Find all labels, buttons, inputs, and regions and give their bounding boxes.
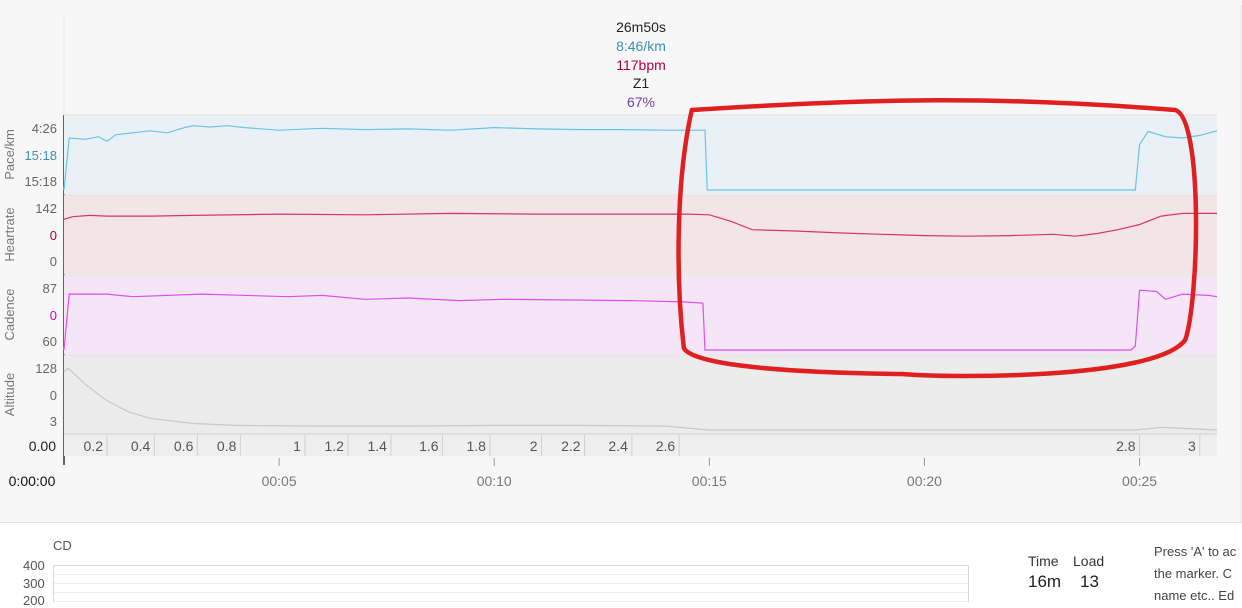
distance-tick-label: 2.2 [561,438,581,454]
heartrate-line [63,212,1217,237]
heartrate-axis-name: Heartrate [2,207,17,261]
hover-zone: Z1 [632,75,650,92]
pace-area [64,125,1217,194]
mini-tick-400: 400 [23,558,45,573]
annotation-ellipse [676,97,1199,379]
cadence-axis-name: Cadence [2,288,17,340]
altitude-tick-label: 128 [35,361,57,376]
pace-tick-label: 15:18 [24,148,57,163]
heartrate-area [64,213,1217,274]
time-tick-label: 00:05 [262,473,297,489]
mini-tick-200: 200 [23,593,45,608]
pace-axis-name: Pace/km [2,129,17,180]
ride-chart-panel: 4:26 15:18 15:18 Pace/km 142 0 0 Heartrate 87 0 60… [0,0,1242,523]
help-text: Press 'A' to ac the marker. C name etc..… [1154,541,1242,607]
cadence-tick-label: 0 [50,308,57,323]
altitude-band [64,355,1217,434]
help-line-1: Press 'A' to ac [1154,544,1237,559]
load-label: Load [1073,553,1105,569]
time-tick-label: 00:25 [1122,473,1157,489]
distance-start-label: 0.00 [29,438,56,454]
pace-line [63,125,1218,191]
altitude-tick-label: 3 [50,414,57,429]
altitude-line [63,367,1218,431]
cadence-tick-label: 60 [43,334,57,349]
load-value: 13 [1080,572,1099,591]
pace-tick-label: 15:18 [24,174,57,189]
heartrate-tick-label: 142 [35,201,57,216]
time-label: Time [1028,553,1059,569]
distance-tick-label: 3 [1188,438,1196,454]
help-line-2: the marker. C [1154,566,1233,581]
time-tick-label: 00:15 [692,473,727,489]
altitude-area [64,368,1217,434]
help-line-3: name etc.. Ed [1154,588,1235,603]
altitude-axis-name: Altitude [2,373,17,416]
distance-tick-label: 0.2 [84,438,104,454]
time-tick-label: 0:00:00 [9,473,56,489]
pace-tick-label: 4:26 [32,121,57,136]
distance-tick-label: 0.8 [217,438,237,454]
cadence-tick-label: 87 [43,281,57,296]
time-tick-label: 00:20 [907,473,942,489]
distance-tick-label: 2.8 [1116,438,1136,454]
cadence-line [63,289,1218,351]
ride-chart[interactable]: 4:26 15:18 15:18 Pace/km 142 0 0 Heartrate 87 0 60… [0,0,1242,522]
distance-tick-label: 2 [530,438,538,454]
mini-tick-300: 300 [23,576,45,591]
altitude-tick-label: 0 [50,388,57,403]
distance-tick-label: 1.8 [466,438,486,454]
hover-time: 26m50s [616,19,666,35]
time-value: 16m [1028,572,1062,591]
hover-heartrate: 117bpm [616,56,666,73]
cd-label: CD [53,538,72,553]
mini-chart-frame [53,565,969,602]
heartrate-tick-label: 0 [50,228,57,243]
distance-tick-label: 2.6 [656,438,676,454]
distance-tick-label: 0.4 [131,438,151,454]
heartrate-tick-label: 0 [50,254,57,269]
hover-pace: 8:46/km [616,37,666,54]
distance-tick-label: 1.2 [324,438,344,454]
distance-tick-label: 1.4 [368,438,388,454]
distance-tick-label: 1 [293,438,301,454]
distance-tick-label: 1.6 [419,438,439,454]
hover-readout: 26m50s 8:46/km 117bpm Z1 67% [560,18,722,112]
cadence-area [64,290,1217,354]
distance-tick-label: 0.6 [174,438,194,454]
lower-panel: CD 400 300 200 Time Load 16m 13 Press 'A… [0,523,1242,608]
distance-tick-label: 2.4 [608,438,628,454]
hover-percent: 67% [626,94,656,111]
time-tick-label: 00:10 [477,473,512,489]
distance-row [64,434,1217,456]
